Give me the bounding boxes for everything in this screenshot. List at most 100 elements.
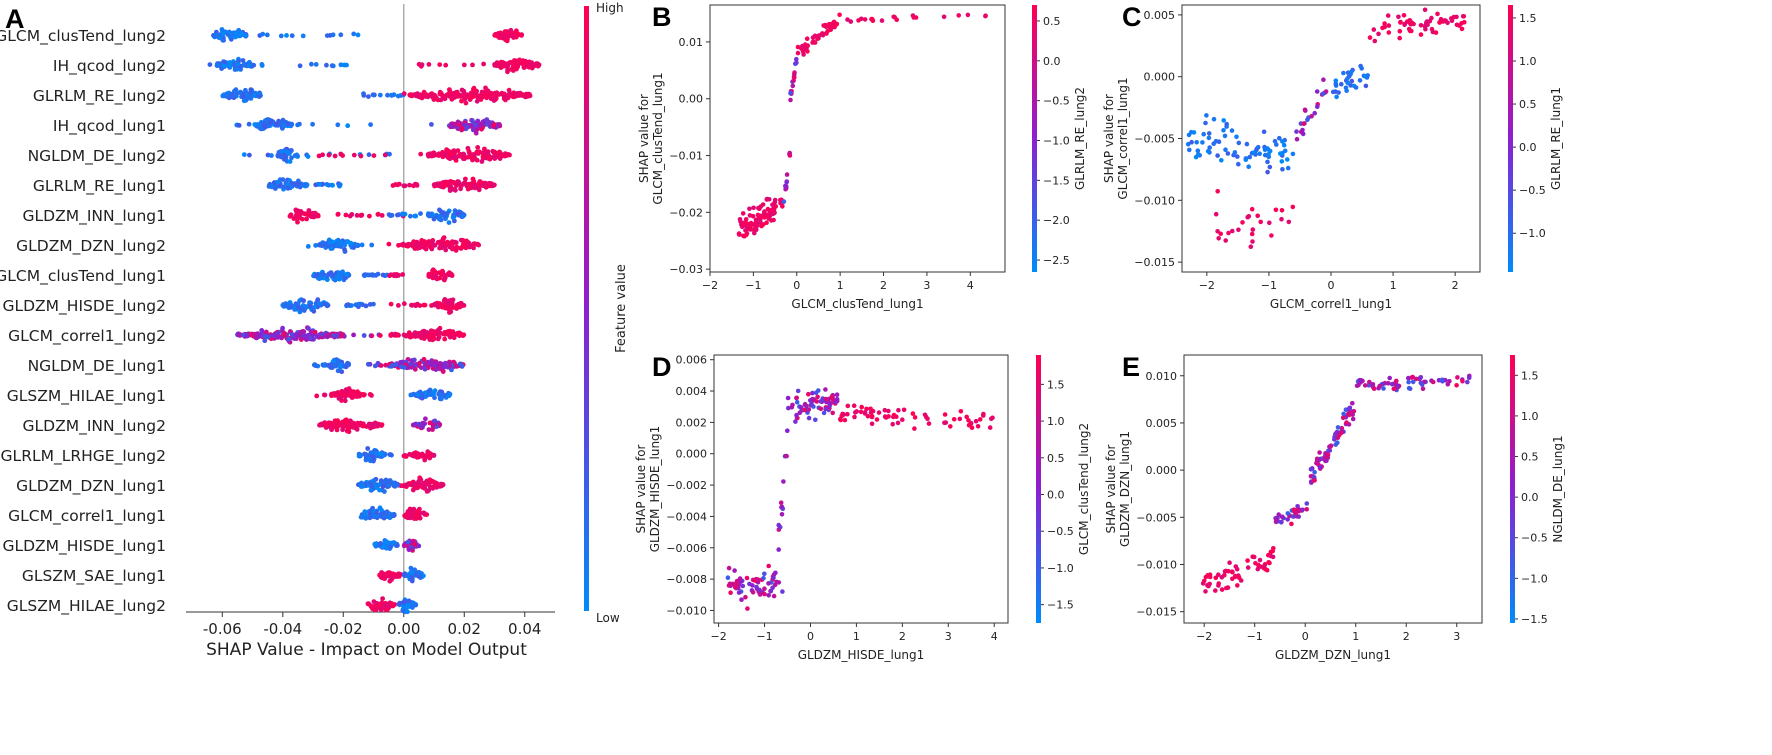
scatter-point bbox=[767, 213, 773, 218]
beeswarm-point bbox=[426, 332, 432, 338]
beeswarm-point bbox=[496, 122, 502, 128]
beeswarm-point bbox=[355, 393, 360, 399]
scatter-point bbox=[792, 75, 797, 80]
beeswarm-point bbox=[419, 238, 425, 243]
beeswarm-point bbox=[259, 63, 265, 68]
scatter-point bbox=[790, 402, 795, 408]
scatter-point bbox=[1350, 400, 1355, 406]
y-tick-label: 0.004 bbox=[676, 385, 708, 398]
beeswarm-point bbox=[395, 574, 401, 579]
scatter-point bbox=[1219, 158, 1224, 163]
scatter-point bbox=[740, 211, 746, 216]
beeswarm-point bbox=[325, 334, 330, 340]
scatter-point bbox=[1397, 28, 1403, 34]
beeswarm-point bbox=[334, 274, 340, 279]
x-tick-label: −1 bbox=[1247, 630, 1263, 643]
beeswarm-point bbox=[297, 305, 303, 311]
beeswarm-point bbox=[423, 416, 428, 422]
colorbar bbox=[1036, 355, 1041, 623]
scatter-point bbox=[741, 221, 746, 226]
scatter-point bbox=[768, 588, 774, 594]
scatter-point bbox=[780, 203, 785, 209]
beeswarm-point bbox=[447, 392, 453, 397]
beeswarm-point bbox=[289, 33, 295, 39]
beeswarm-point bbox=[370, 454, 375, 459]
scatter-point bbox=[726, 565, 732, 571]
beeswarm-point bbox=[427, 392, 433, 397]
beeswarm-point bbox=[471, 87, 477, 93]
scatter-point bbox=[1294, 129, 1299, 134]
beeswarm-point bbox=[345, 123, 351, 129]
scatter-point bbox=[869, 413, 875, 419]
beeswarm-point bbox=[358, 514, 364, 520]
scatter-point bbox=[1349, 78, 1355, 84]
scatter-point bbox=[1195, 148, 1201, 153]
beeswarm-point bbox=[351, 389, 356, 394]
x-tick-label: −2 bbox=[710, 630, 726, 643]
x-tick-label: 0.00 bbox=[387, 620, 420, 638]
scatter-point bbox=[1265, 146, 1270, 151]
beeswarm-point bbox=[430, 272, 436, 278]
beeswarm-point bbox=[422, 302, 428, 308]
scatter-point bbox=[773, 570, 778, 576]
beeswarm-point bbox=[312, 329, 318, 335]
beeswarm-point bbox=[415, 392, 421, 398]
beeswarm-point bbox=[279, 149, 285, 155]
colorbar-tick-label: 0.0 bbox=[1043, 55, 1061, 68]
scatter-point bbox=[761, 575, 766, 581]
y-tick-label: 0.005 bbox=[1146, 417, 1178, 430]
beeswarm-point bbox=[318, 302, 324, 308]
x-tick-label: 2 bbox=[880, 279, 887, 292]
scatter-point bbox=[1247, 154, 1252, 160]
x-tick-label: -0.06 bbox=[203, 620, 242, 638]
beeswarm-point bbox=[448, 94, 454, 99]
beeswarm-point bbox=[474, 127, 480, 132]
colorbar bbox=[1032, 5, 1037, 272]
scatter-point bbox=[1465, 379, 1470, 385]
scatter-point bbox=[790, 83, 796, 89]
beeswarm-point bbox=[405, 609, 410, 615]
beeswarm-point bbox=[306, 326, 311, 331]
scatter-point bbox=[750, 213, 756, 219]
scatter-point bbox=[831, 19, 837, 25]
scatter-point bbox=[794, 412, 799, 418]
scatter-point bbox=[1407, 28, 1413, 34]
beeswarm-point bbox=[419, 95, 425, 101]
scatter-point bbox=[1466, 375, 1472, 381]
scatter-point bbox=[913, 15, 919, 20]
scatter-point bbox=[1340, 415, 1346, 421]
beeswarm-point bbox=[435, 181, 441, 187]
scatter-point bbox=[895, 420, 901, 426]
scatter-point bbox=[1296, 508, 1302, 514]
scatter-point bbox=[810, 390, 815, 396]
beeswarm-point bbox=[396, 242, 401, 248]
scatter-point bbox=[1358, 380, 1363, 385]
beeswarm-point bbox=[338, 62, 344, 68]
x-tick-label: −2 bbox=[1199, 279, 1215, 292]
panel-letter: C bbox=[1122, 2, 1142, 32]
beeswarm-point bbox=[470, 176, 476, 182]
beeswarm-point bbox=[371, 92, 377, 98]
scatter-point bbox=[1251, 554, 1257, 560]
beeswarm-point bbox=[383, 607, 389, 613]
y-tick-label: −0.015 bbox=[1136, 606, 1177, 619]
scatter-point bbox=[1401, 13, 1407, 18]
beeswarm-point bbox=[514, 58, 519, 64]
beeswarm-point bbox=[252, 331, 257, 337]
beeswarm-point bbox=[418, 211, 423, 217]
beeswarm-point bbox=[484, 95, 489, 101]
beeswarm-point bbox=[430, 366, 436, 371]
beeswarm-point bbox=[431, 97, 437, 102]
scatter-point bbox=[830, 24, 835, 30]
colorbar-tick-label: −1.5 bbox=[1521, 613, 1548, 626]
scatter-point bbox=[823, 31, 829, 36]
scatter-point bbox=[787, 153, 793, 158]
scatter-point bbox=[1249, 206, 1255, 212]
beeswarm-point bbox=[443, 181, 448, 186]
scatter-point bbox=[1216, 572, 1221, 577]
scatter-point bbox=[743, 232, 749, 238]
scatter-point bbox=[1364, 75, 1370, 80]
feature-label: GLRLM_LRHGE_lung2 bbox=[1, 447, 166, 466]
scatter-point bbox=[1267, 220, 1272, 226]
beeswarm-point bbox=[461, 181, 466, 187]
